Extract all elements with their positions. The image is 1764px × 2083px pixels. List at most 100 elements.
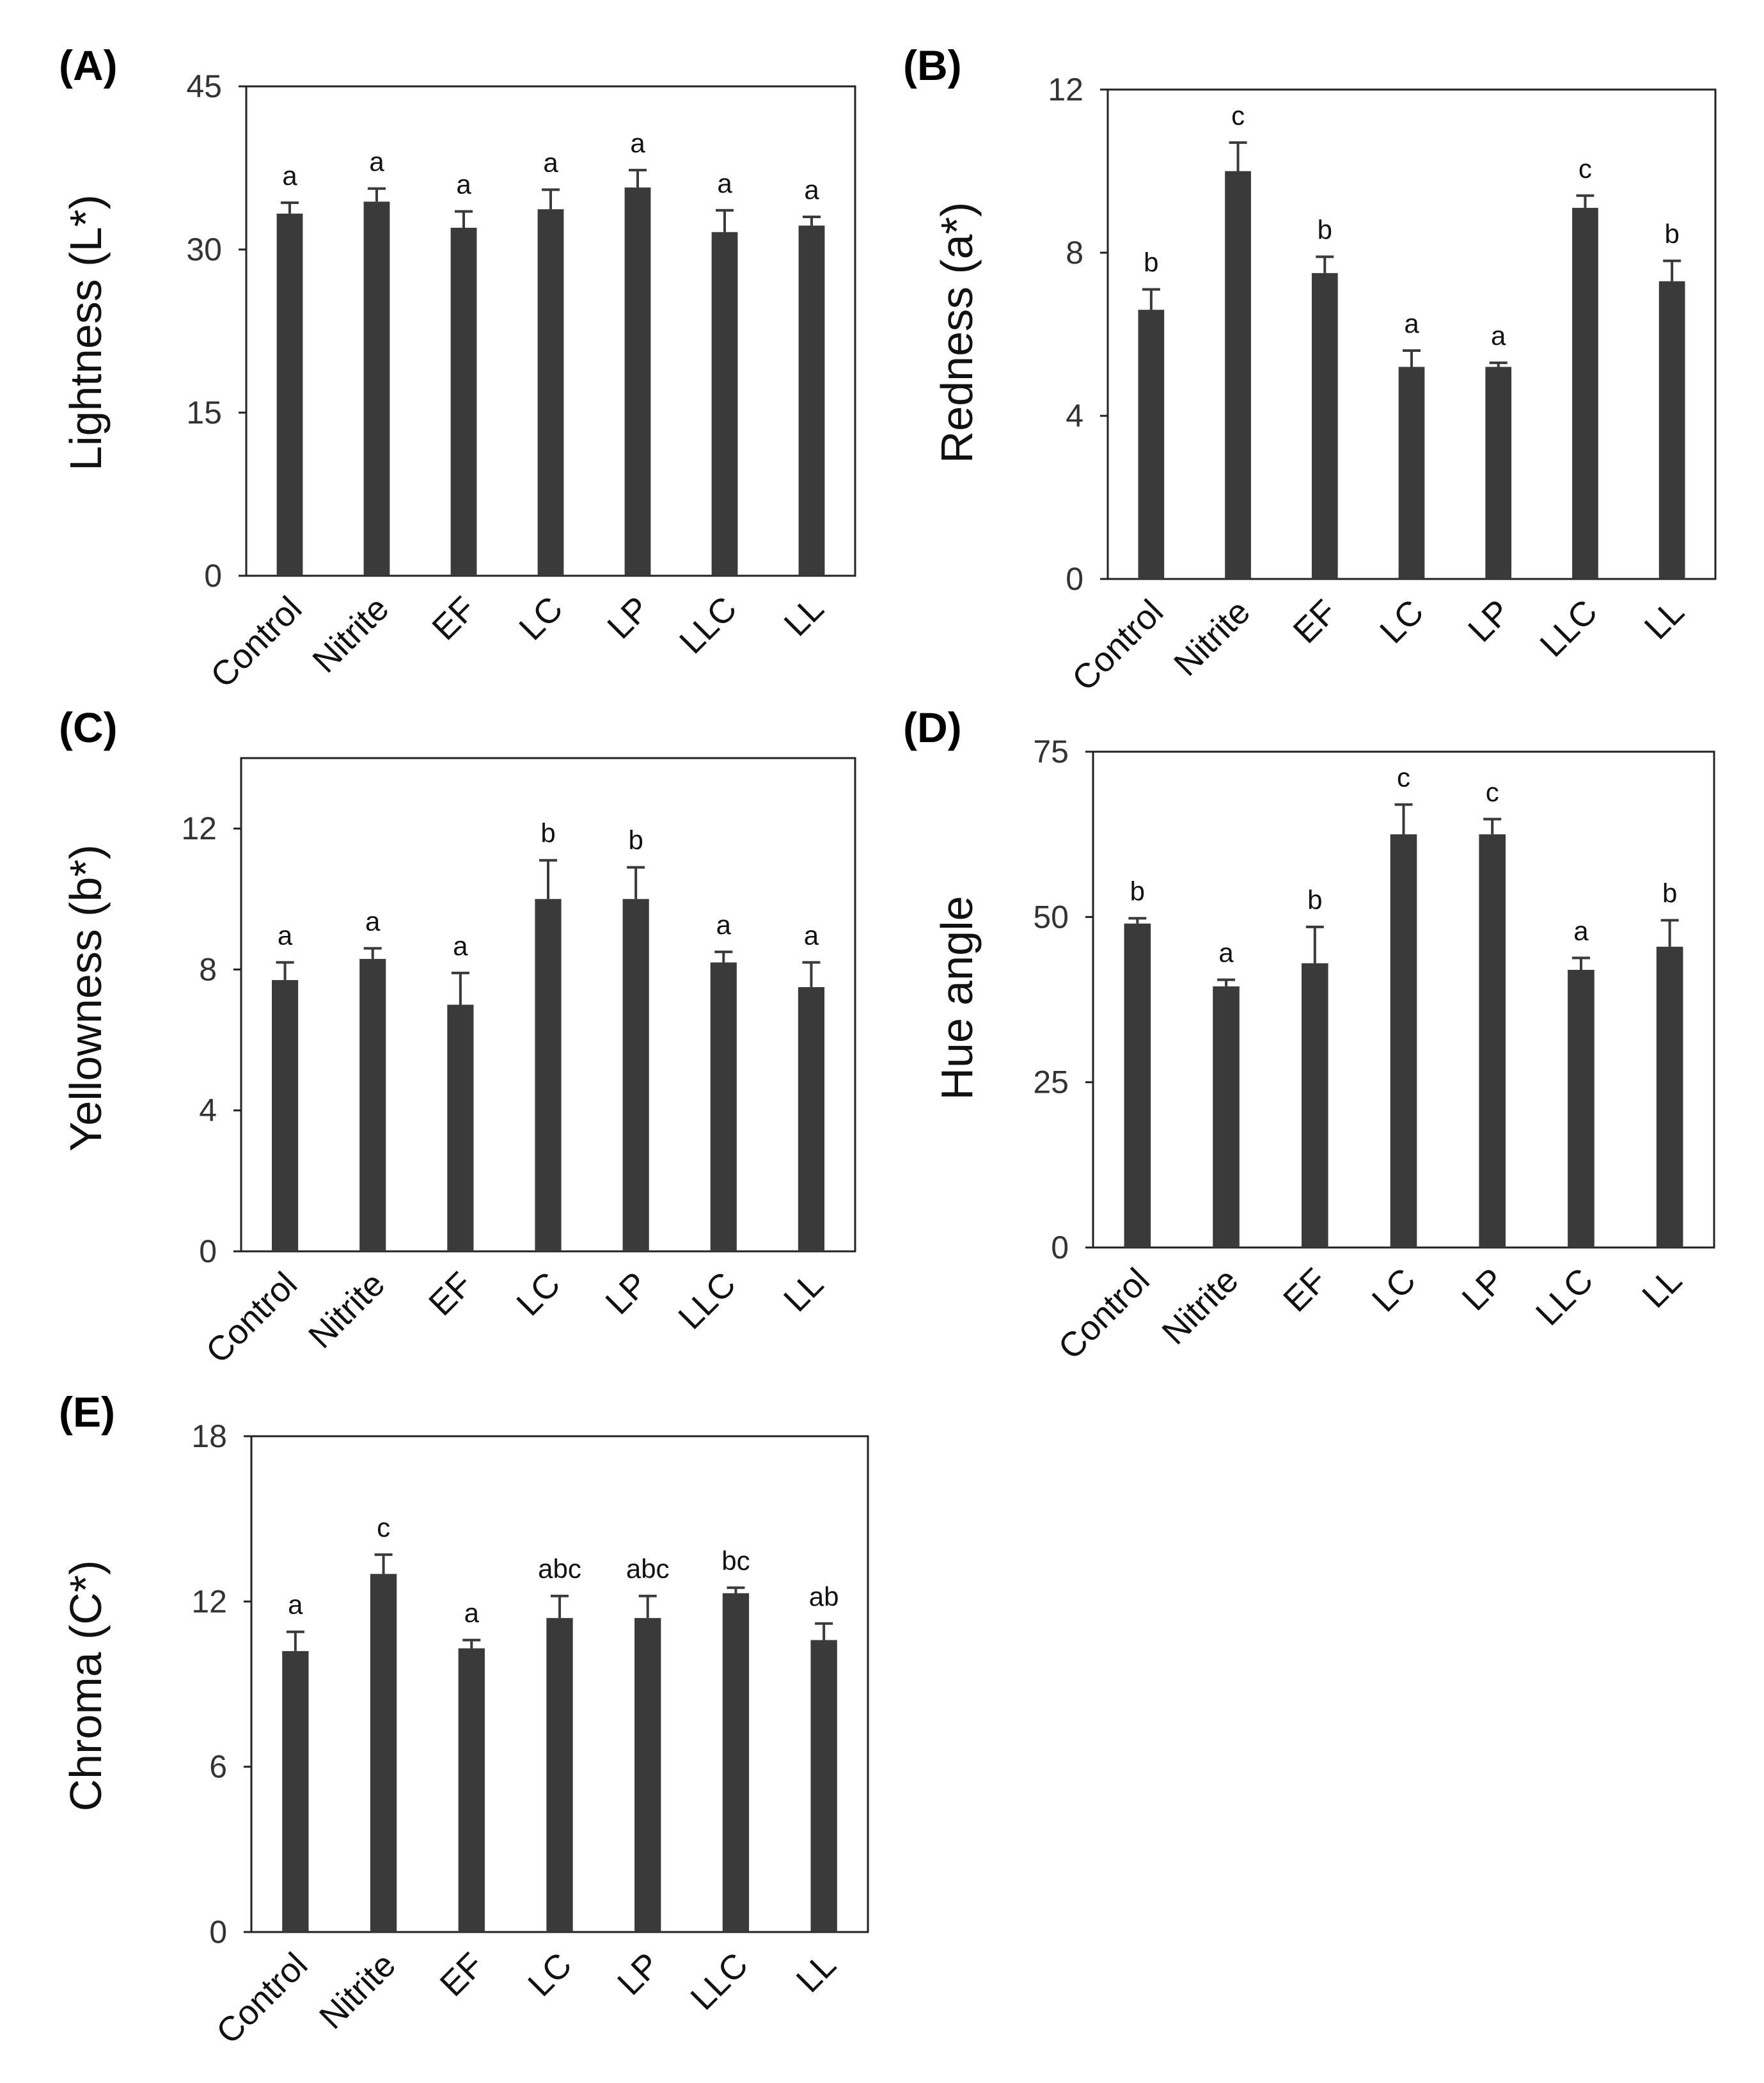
x-tick-label: LL: [777, 589, 831, 644]
x-tick-label: LL: [1637, 592, 1692, 647]
significance-letter: c: [1579, 154, 1592, 184]
x-tick-label: LL: [789, 1945, 844, 2000]
x-tick-label: LC: [512, 589, 570, 647]
bar-control: [276, 213, 303, 576]
significance-letter: b: [1130, 876, 1145, 906]
x-tick-label: LLC: [1529, 1261, 1600, 1333]
x-tick-label: LL: [776, 1265, 831, 1319]
x-tick-label: Nitrite: [1154, 1261, 1245, 1352]
y-axis-label: Lightness (L*): [61, 194, 111, 471]
y-tick-label: 0: [209, 1914, 227, 1950]
x-tick-label: LLC: [1532, 592, 1604, 664]
y-axis-label: Hue angle: [932, 896, 982, 1100]
bar-lp: [1479, 834, 1506, 1247]
significance-letter: ab: [809, 1581, 839, 1612]
significance-letter: b: [628, 825, 643, 855]
bar-ef: [458, 1648, 485, 1932]
y-axis-label: Chroma (C*): [61, 1560, 111, 1812]
bar-llc: [710, 962, 737, 1251]
significance-letter: c: [1231, 100, 1245, 131]
bar-lp: [634, 1618, 661, 1932]
bar-ll: [810, 1640, 837, 1932]
panel-label: (D): [903, 704, 962, 751]
y-tick-label: 8: [1066, 235, 1083, 271]
panel-e: (E) 0 6 12 18 Chroma (C*) a Control c Nitrite a EF a…: [59, 1388, 869, 2052]
y-axis-label: Yellowness (b*): [61, 844, 111, 1152]
x-tick-label: LC: [1373, 592, 1431, 651]
y-tick-label: 6: [209, 1749, 227, 1785]
bar-ll: [1656, 946, 1683, 1247]
significance-letter: a: [804, 175, 819, 205]
bar-lp: [624, 187, 651, 576]
y-tick-label: 45: [186, 68, 222, 104]
panel-label: (B): [903, 42, 962, 89]
x-tick-label: EF: [1276, 1261, 1334, 1319]
x-tick-label: Nitrite: [305, 589, 396, 680]
y-tick-label: 8: [199, 951, 217, 987]
y-tick-label: 75: [1033, 734, 1069, 770]
x-tick-label: LC: [509, 1265, 567, 1323]
x-tick-label: EF: [1286, 592, 1344, 651]
y-tick-label: 0: [1051, 1230, 1069, 1265]
x-tick-label: Nitrite: [312, 1945, 403, 2036]
y-tick-label: 0: [204, 558, 222, 594]
panel-label: (E): [59, 1388, 115, 1436]
bar-control: [1124, 923, 1151, 1247]
bar-control: [1138, 310, 1165, 579]
significance-letter: a: [278, 920, 293, 950]
significance-letter: b: [540, 818, 555, 848]
bar-ef: [450, 228, 477, 576]
x-tick-label: Control: [203, 589, 310, 695]
y-tick-label: 50: [1033, 899, 1069, 935]
bar-ef: [1301, 963, 1328, 1247]
significance-letter: c: [1486, 777, 1499, 807]
significance-letter: a: [543, 148, 558, 178]
x-tick-label: LP: [1461, 592, 1518, 649]
y-tick-label: 12: [181, 811, 217, 846]
significance-letter: a: [369, 147, 384, 177]
bar-control: [272, 979, 299, 1251]
x-tick-label: Control: [1051, 1261, 1157, 1367]
bar-llc: [711, 232, 738, 576]
panel-label: (A): [59, 42, 118, 89]
significance-letter: a: [716, 910, 732, 940]
significance-letter: b: [1664, 219, 1679, 249]
significance-letter: c: [1397, 763, 1410, 793]
x-tick-label: LLC: [671, 1265, 743, 1336]
bar-ll: [798, 986, 824, 1251]
bar-lc: [1390, 834, 1417, 1247]
panel-label: (C): [59, 704, 118, 751]
significance-letter: abc: [626, 1554, 670, 1584]
bar-nitrite: [370, 1574, 397, 1932]
bar-llc: [1572, 207, 1598, 579]
significance-letter: a: [464, 1598, 480, 1628]
x-tick-label: LL: [1635, 1261, 1689, 1315]
x-tick-label: LP: [610, 1945, 667, 2002]
significance-letter: a: [453, 931, 468, 961]
bar-lc: [1398, 367, 1425, 579]
bar-nitrite: [363, 202, 390, 576]
bar-llc: [722, 1593, 750, 1932]
bar-lc: [546, 1618, 573, 1932]
bar-lp: [1485, 367, 1512, 579]
significance-letter: bc: [721, 1546, 750, 1576]
y-tick-label: 12: [191, 1583, 227, 1619]
bar-lc: [537, 209, 564, 576]
y-tick-label: 25: [1033, 1065, 1069, 1100]
bar-lp: [622, 899, 649, 1251]
x-tick-label: Control: [199, 1265, 305, 1371]
significance-letter: b: [1318, 214, 1332, 244]
significance-letter: a: [365, 906, 381, 936]
x-tick-label: Control: [1065, 592, 1171, 699]
significance-letter: b: [1307, 885, 1322, 915]
x-tick-label: Nitrite: [1167, 592, 1257, 683]
bar-ll: [1658, 281, 1685, 579]
y-tick-label: 12: [1048, 72, 1083, 107]
significance-letter: b: [1144, 247, 1158, 277]
significance-letter: a: [456, 170, 471, 200]
significance-letter: c: [377, 1512, 390, 1542]
panel-d: (D) 0 25 50 75 Hue angle b Control a Nitrite b EF c L…: [903, 704, 1715, 1367]
bar-nitrite: [359, 958, 386, 1251]
significance-letter: a: [630, 128, 645, 158]
significance-letter: a: [288, 1590, 303, 1620]
